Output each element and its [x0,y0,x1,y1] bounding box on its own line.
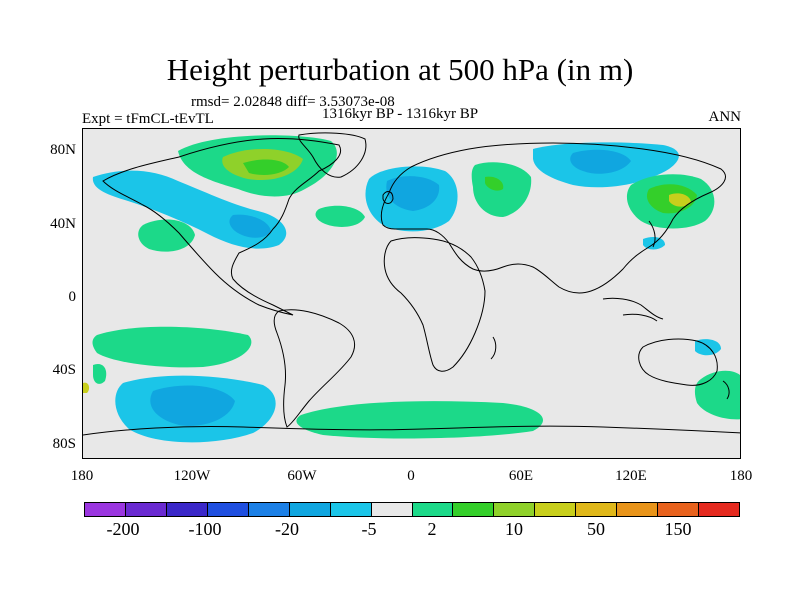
colorbar-segment [330,503,372,516]
so-blue-core [150,385,235,426]
dateline-sw-yellow [83,382,90,393]
coastlines [83,132,740,436]
coast-north-america [102,137,341,316]
tas-green [694,370,740,420]
coast-uk [382,191,394,204]
map-panel [82,128,741,459]
plot-title: Height perturbation at 500 hPa (in m) [166,52,634,87]
sib-blue-core [570,149,631,174]
lon-tick-label: 120E [615,468,647,484]
colorbar-segment [166,503,208,516]
asia-green-core [485,176,504,191]
lon-tick-label: 0 [407,468,415,484]
so-green-mid [296,401,543,439]
colorbar-segment [289,503,331,516]
colorbar-segment [412,503,454,516]
period-label: 1316kyr BP - 1316kyr BP [322,106,479,122]
eu-blue-core [386,176,440,211]
colorbar-segment [207,503,249,516]
colorbar-label: -20 [275,519,299,539]
coast-nz [722,380,730,400]
colorbar-segment [617,503,659,516]
coast-south-america [273,309,355,428]
colorbar-label: -5 [361,519,377,539]
colorbar [84,502,740,517]
epac-green [138,219,195,252]
lon-tick-label: 180 [729,468,753,484]
spac-green [92,326,252,368]
colorbar-segment [85,503,126,516]
coast-greenland [298,132,367,178]
lon-tick-label: 120W [173,468,211,484]
coast-eurasia [380,142,726,294]
map-svg [83,132,740,443]
colorbar-segment [658,503,700,516]
colorbar-segment [248,503,290,516]
colorbar-segment [535,503,577,516]
season-label: ANN [708,109,742,125]
na-blue-core [229,214,271,238]
colorbar-label: 50 [587,519,605,539]
lat-tick-label: 40S [52,362,76,378]
colorbar-segment [494,503,536,516]
colorbar-label: 150 [664,519,692,539]
experiment-label: Expt = tFmCL-tEvTL [82,111,214,127]
na-green-core [243,159,289,175]
colorbar-segment [371,503,413,516]
colorbar-segment [699,503,739,516]
colorbar-label: 10 [505,519,523,539]
so-green-left [93,363,107,384]
nwpac-yellow [669,193,691,207]
colorbar-segment [576,503,618,516]
lat-tick-label: 80S [52,436,76,452]
lat-tick-label: 0 [68,289,77,305]
lon-tick-label: 180 [70,468,94,484]
colorbar-segment [453,503,495,516]
coast-madagascar [490,336,497,360]
colorbar-label: 2 [427,519,437,539]
stats-line: rmsd= 2.02848 diff= 3.53073e-08 [191,94,395,110]
lon-tick-label: 60E [508,468,534,484]
colorbar-label: -200 [106,519,140,539]
lat-tick-label: 80N [50,142,76,158]
coast-antarctica [83,425,740,436]
lat-tick-label: 40N [50,216,76,232]
contour-fills [83,135,740,443]
coast-africa [383,237,486,372]
coast-japan [648,220,656,248]
atl-green [315,205,365,227]
colorbar-label: -100 [188,519,222,539]
lon-tick-label: 60W [287,468,317,484]
coast-indonesia [602,297,664,322]
colorbar-segment [125,503,167,516]
coast-australia [638,338,718,386]
